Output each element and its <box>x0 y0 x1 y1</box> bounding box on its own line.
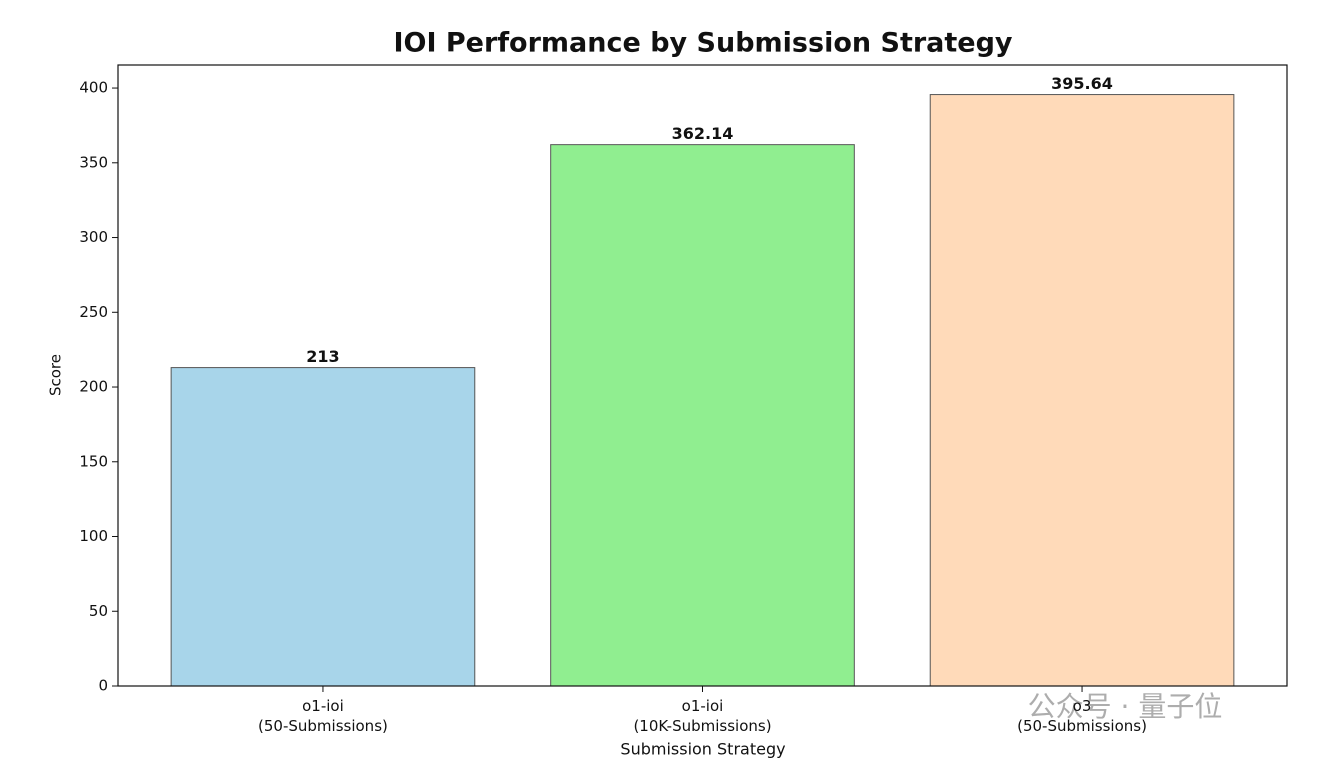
bar <box>170 367 476 687</box>
y-tick-label: 400 <box>79 79 108 97</box>
value-label: 213 <box>306 347 339 366</box>
bar <box>929 94 1235 687</box>
x-axis-label: Submission Strategy <box>620 740 785 759</box>
value-label: 362.14 <box>672 124 734 143</box>
chart-title: IOI Performance by Submission Strategy <box>393 28 1012 59</box>
y-tick-label: 300 <box>79 228 108 246</box>
y-tick-label: 200 <box>79 378 108 396</box>
y-axis-label: Score <box>47 354 65 396</box>
bar <box>550 144 855 687</box>
watermark: 公众号 · 量子位 <box>1028 690 1223 723</box>
y-tick-label: 250 <box>79 303 108 321</box>
x-tick-label: o3 (50-Submissions) <box>1017 697 1147 735</box>
y-tick-label: 0 <box>98 677 108 695</box>
value-label: 395.64 <box>1051 74 1113 93</box>
y-tick-label: 350 <box>79 153 108 171</box>
y-tick-label: 150 <box>79 452 108 470</box>
y-tick-label: 100 <box>79 527 108 545</box>
x-tick-label: o1-ioi (50-Submissions) <box>258 697 388 735</box>
x-tick-label: o1-ioi (10K-Submissions) <box>633 697 771 735</box>
plot-frame <box>117 64 1288 687</box>
y-tick-label: 50 <box>89 602 108 620</box>
